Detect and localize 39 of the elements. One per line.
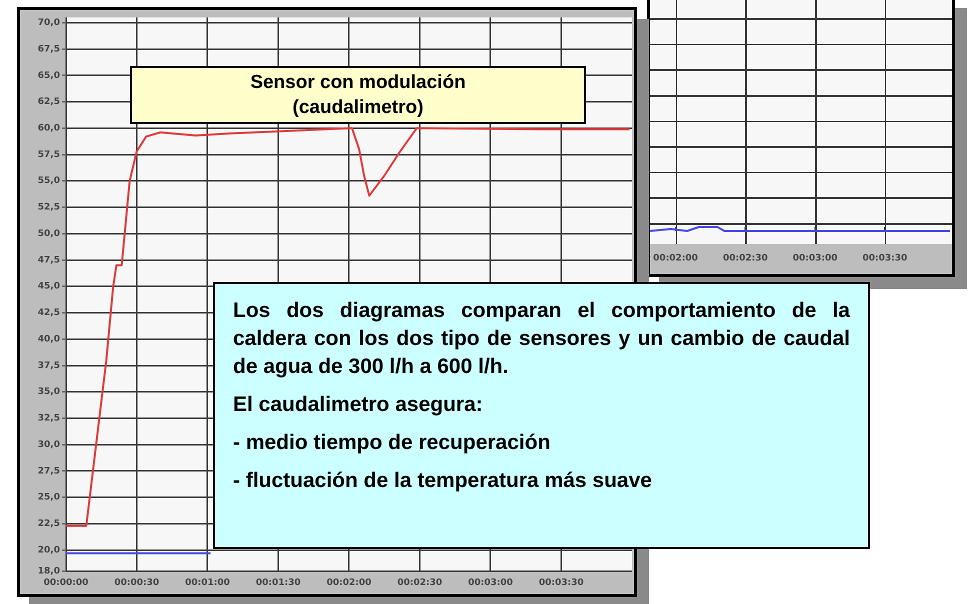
x-tick-label: 00:00:30 (114, 578, 160, 588)
x-tick-label: 00:03:00 (468, 578, 513, 588)
x-tick-label: 00:01:30 (256, 578, 301, 588)
annotation: - medio tiempo de recuperación (233, 430, 552, 456)
annotation: El caudalimetro asegura: (233, 392, 484, 418)
y-tick-label: 42,5 (38, 308, 60, 318)
y-tick-label: 70,0 (38, 18, 60, 28)
y-tick-label: 25,0 (38, 492, 60, 503)
x-tick-label: 00:02:00 (653, 254, 698, 264)
x-tick-label: 00:00:00 (44, 578, 88, 588)
x-tick-label: 00:02:30 (397, 578, 442, 588)
x-tick-label: 00:03:30 (862, 254, 908, 264)
y-tick-label: 20,0 (38, 545, 60, 556)
x-tick-label: 00:02:30 (722, 254, 768, 264)
y-tick-label: 47,5 (38, 255, 60, 266)
y-tick-label: 45,0 (38, 282, 60, 292)
y-tick-label: 50,0 (38, 228, 60, 239)
y-tick-label: 30,0 (38, 440, 60, 450)
y-tick-label: 60,0 (38, 124, 60, 134)
x-tick-label: 00:03:30 (538, 578, 584, 588)
y-tick-label: 65,0 (38, 70, 60, 81)
y-tick-label: 52,5 (38, 202, 60, 213)
y-tick-label: 27,5 (38, 466, 60, 476)
y-tick-label: 55,0 (38, 176, 60, 186)
x-tick-label: 00:03:00 (792, 254, 838, 264)
y-tick-label: 57,5 (38, 150, 60, 160)
x-tick-label: 00:01:00 (185, 578, 230, 588)
y-tick-label: 32,5 (38, 414, 60, 424)
annotation: - fluctuación de la temperatura más suave (233, 468, 653, 494)
annotation: Los dos diagramas comparan el comportamiento de la caldera con los dos tipo de sensores y un cambio de caudal de agua de 300 l/h a 600 l/h. (233, 298, 850, 380)
y-tick-label: 35,0 (38, 387, 60, 398)
y-tick-label: 18,0 (38, 566, 60, 577)
y-tick-label: 67,5 (38, 44, 60, 54)
x-tick-label: 00:02:00 (326, 578, 372, 588)
y-tick-label: 37,5 (38, 360, 60, 371)
y-tick-label: 62,5 (38, 97, 60, 108)
title-box: Sensor con modulación (caudalimetro) (130, 66, 586, 124)
y-tick-label: 22,5 (38, 519, 60, 530)
y-tick-label: 40,0 (38, 334, 60, 344)
